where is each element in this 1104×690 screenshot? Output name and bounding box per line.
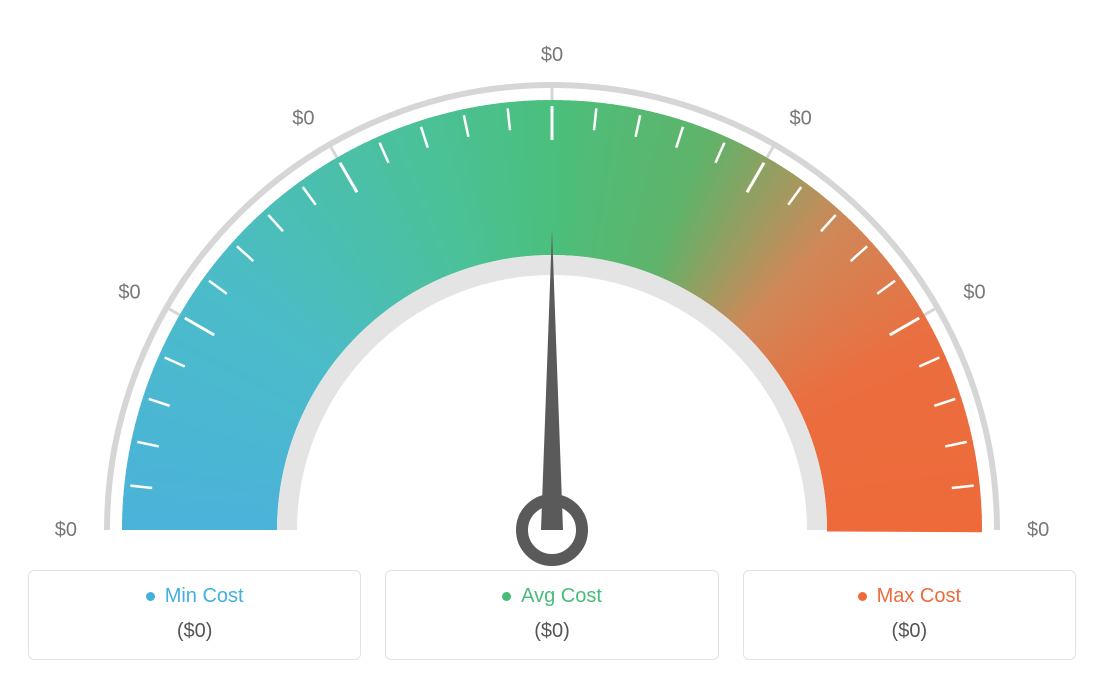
legend-label-min: Min Cost (165, 585, 244, 608)
legend-value-avg: ($0) (386, 620, 717, 643)
gauge-chart: $0 $0 $0 $0 $0 $0 $0 (0, 10, 1104, 570)
cost-gauge-widget: $0 $0 $0 $0 $0 $0 $0 Min Cost ($0) Avg Cost ($… (0, 0, 1104, 690)
legend-card-max: Max Cost ($0) (743, 570, 1076, 660)
legend-dot-avg (502, 592, 511, 601)
legend-label-max: Max Cost (877, 585, 961, 608)
legend-title-max: Max Cost (858, 585, 961, 608)
legend-title-min: Min Cost (146, 585, 244, 608)
svg-text:$0: $0 (1027, 519, 1049, 541)
legend-dot-max (858, 592, 867, 601)
legend-value-min: ($0) (29, 620, 360, 643)
svg-text:$0: $0 (790, 108, 812, 130)
legend-dot-min (146, 592, 155, 601)
legend-row: Min Cost ($0) Avg Cost ($0) Max Cost ($0… (0, 570, 1104, 660)
legend-title-avg: Avg Cost (502, 585, 602, 608)
svg-text:$0: $0 (292, 108, 314, 130)
svg-text:$0: $0 (541, 44, 563, 66)
legend-value-max: ($0) (744, 620, 1075, 643)
gauge-svg: $0 $0 $0 $0 $0 $0 $0 (0, 10, 1104, 570)
svg-text:$0: $0 (118, 282, 140, 304)
legend-label-avg: Avg Cost (521, 585, 602, 608)
legend-card-min: Min Cost ($0) (28, 570, 361, 660)
svg-text:$0: $0 (55, 519, 77, 541)
svg-text:$0: $0 (963, 282, 985, 304)
legend-card-avg: Avg Cost ($0) (385, 570, 718, 660)
